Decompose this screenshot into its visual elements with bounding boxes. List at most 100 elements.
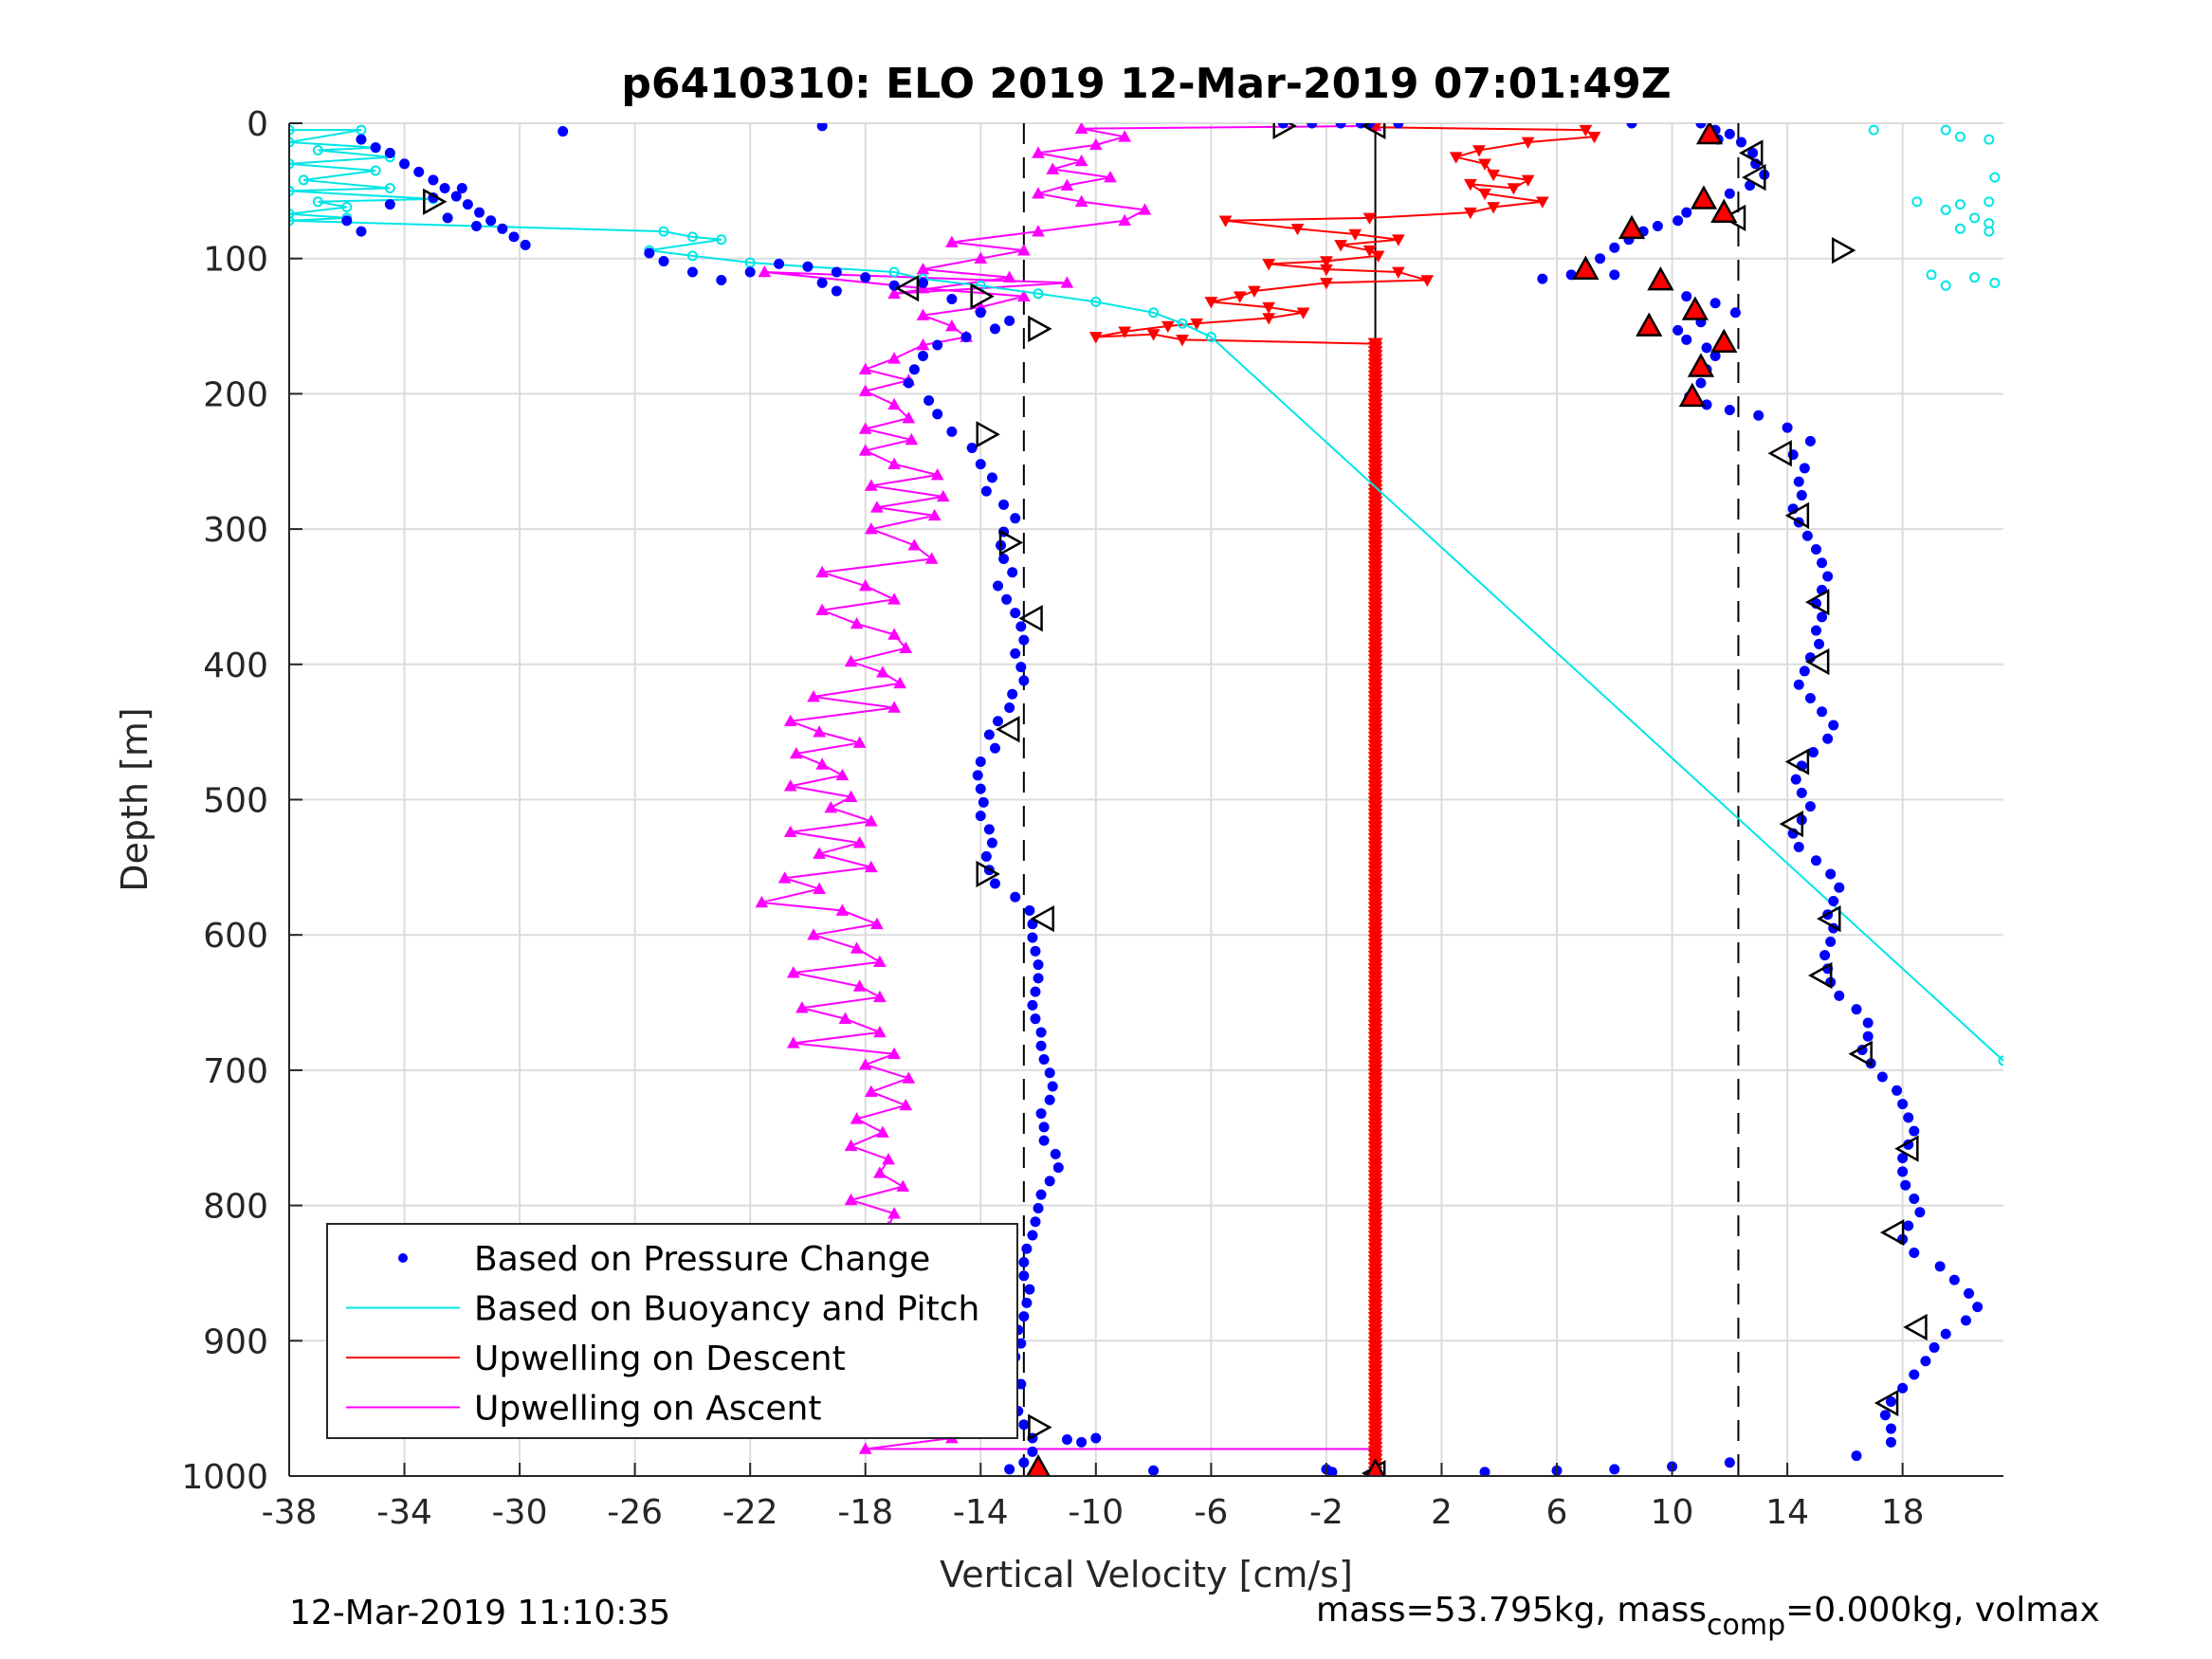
pressure-point: [558, 126, 569, 137]
buoyancy-point: [1926, 269, 1937, 281]
footer-mass-suffix: =0.000kg, volmax: [1785, 1591, 2100, 1630]
y-tick-label: 500: [203, 782, 268, 821]
ascent-point: [893, 676, 907, 689]
pressure-point: [1038, 1135, 1050, 1146]
pressure-point: [1393, 123, 1404, 129]
x-tick-label: -22: [722, 1493, 778, 1532]
pressure-point: [1825, 868, 1837, 880]
pressure-point: [450, 191, 462, 202]
guide-marker-left: [1030, 904, 1054, 933]
legend-label: Based on Pressure Change: [474, 1240, 930, 1279]
buoyancy-point: [289, 185, 295, 196]
guide-marker-left: [894, 274, 920, 302]
pressure-point: [972, 770, 983, 781]
pressure-point: [1033, 959, 1044, 971]
pressure-point: [1030, 945, 1041, 957]
pressure-point: [1862, 1030, 1874, 1042]
pressure-point: [1695, 377, 1707, 389]
pressure-point: [384, 147, 395, 158]
descent-point: [1296, 307, 1310, 319]
pressure-point: [1004, 1464, 1015, 1475]
pressure-point: [960, 331, 972, 342]
ascent-point: [902, 1071, 916, 1084]
ascent-point: [858, 1058, 872, 1070]
buoyancy-point: [1954, 131, 1965, 142]
pressure-point: [1804, 692, 1816, 703]
pressure-point: [1817, 611, 1828, 623]
descent-point: [1248, 285, 1261, 298]
pressure-point: [1015, 662, 1027, 673]
red-marker-up: [1572, 255, 1600, 280]
ascent-point: [945, 235, 959, 247]
pressure-point: [428, 174, 439, 186]
ascent-point: [815, 565, 830, 578]
pressure-point: [384, 199, 395, 210]
ascent-point: [873, 1166, 887, 1178]
ascent-point: [815, 603, 830, 616]
pressure-point: [1018, 1457, 1030, 1468]
ascent-point: [896, 1179, 910, 1192]
pressure-point: [1018, 634, 1030, 646]
ascent-point: [887, 352, 901, 364]
pressure-point: [1790, 774, 1801, 785]
buoyancy-point: [289, 215, 295, 227]
pressure-point: [1010, 891, 1021, 902]
guide-marker-right: [1028, 1413, 1052, 1441]
pressure-point: [1015, 1378, 1027, 1390]
ascent-point: [873, 955, 887, 968]
descent-point: [1262, 313, 1275, 325]
guide-marker-left: [1361, 123, 1386, 139]
descent-point: [1392, 266, 1405, 279]
buoyancy-point: [1989, 172, 2001, 183]
pressure-point: [1948, 1274, 1960, 1285]
x-tick-label: -18: [837, 1493, 893, 1532]
pressure-point: [1810, 625, 1821, 636]
ascent-point: [1017, 289, 1031, 301]
legend-box: [326, 1223, 1018, 1439]
pressure-point: [1709, 298, 1721, 309]
pressure-point: [1814, 638, 1825, 649]
red-marker-up: [1636, 312, 1663, 337]
ascent-point: [858, 422, 872, 434]
pressure-point: [1027, 932, 1038, 943]
pressure-point: [1929, 1341, 1940, 1353]
pressure-point: [1900, 1179, 1911, 1191]
pressure-point: [1799, 665, 1810, 677]
ascent-point: [783, 714, 797, 727]
pressure-point: [1796, 489, 1807, 501]
x-axis-label: Vertical Velocity [cm/s]: [940, 1554, 1353, 1595]
pressure-point: [1793, 679, 1804, 690]
pressure-point: [442, 212, 453, 224]
x-tick-label: -26: [607, 1493, 663, 1532]
descent-point: [1146, 329, 1161, 341]
buoyancy-point: [1983, 196, 1995, 208]
x-tick-label: -2: [1309, 1493, 1344, 1532]
ascent-point: [850, 1112, 864, 1124]
ascent-point: [835, 768, 850, 781]
pressure-point: [1817, 557, 1828, 569]
descent-point: [1290, 224, 1305, 236]
descent-point: [1449, 152, 1463, 164]
pressure-point: [983, 824, 995, 835]
pressure-point: [1709, 350, 1721, 361]
buoyancy-line: [289, 129, 2003, 1062]
y-tick-label: 200: [203, 375, 268, 414]
x-tick-label: -30: [492, 1493, 548, 1532]
pressure-point: [1810, 544, 1821, 556]
pressure-point: [908, 364, 920, 375]
pressure-point: [993, 580, 1004, 592]
ascent-point: [927, 508, 941, 521]
pressure-point: [1897, 1099, 1909, 1110]
descent-point: [1334, 240, 1347, 252]
ascent-point: [1002, 270, 1016, 283]
pressure-point: [1044, 1094, 1055, 1105]
red-marker-up: [1678, 382, 1706, 408]
buoyancy-point: [658, 226, 669, 237]
buoyancy-point: [1954, 223, 1965, 234]
red-marker-up: [1687, 353, 1715, 377]
y-tick-label: 300: [203, 511, 268, 550]
pressure-point: [1061, 1433, 1072, 1445]
ascent-point: [786, 1036, 800, 1048]
ascent-point: [887, 628, 901, 640]
red-marker-up: [1681, 296, 1709, 320]
